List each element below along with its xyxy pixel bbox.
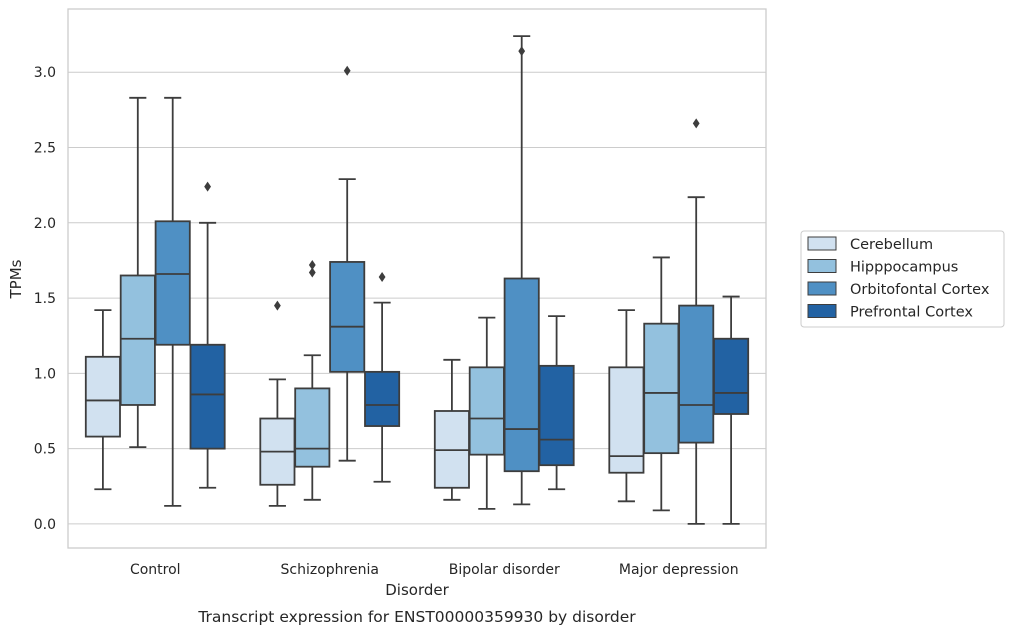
box-body bbox=[294, 387, 331, 468]
legend-item: Prefrontal Cortex bbox=[807, 304, 973, 321]
x-axis-ticks: Control Schizophrenia Bipolar disorder Majo… bbox=[130, 562, 739, 578]
box-body bbox=[503, 277, 540, 473]
y-axis-ticks: 0.0 0.5 1.0 1.5 2.0 2.5 3.0 bbox=[34, 65, 56, 533]
y-tick-label: 0.0 bbox=[34, 517, 56, 533]
box-1-1 bbox=[294, 259, 331, 501]
box-body bbox=[119, 274, 156, 406]
box-3-1 bbox=[643, 256, 680, 512]
box-body bbox=[364, 370, 401, 427]
box-body bbox=[154, 220, 191, 346]
box-3-0 bbox=[608, 309, 645, 503]
box-body bbox=[84, 355, 121, 438]
legend-swatch bbox=[807, 236, 837, 251]
legend-item: Orbitofontal Cortex bbox=[807, 281, 990, 298]
box-body bbox=[468, 366, 505, 456]
box-body bbox=[643, 322, 680, 455]
box-0-3 bbox=[189, 181, 226, 489]
outlier-point bbox=[518, 46, 526, 57]
box-body bbox=[329, 261, 366, 373]
legend-item: Cerebellum bbox=[807, 236, 933, 253]
y-tick-label: 2.0 bbox=[34, 216, 56, 232]
figure-caption: Transcript expression for ENST0000035993… bbox=[197, 608, 636, 626]
outlier-point bbox=[343, 65, 351, 76]
outlier-point bbox=[378, 271, 386, 282]
legend-frame bbox=[800, 230, 1005, 328]
box-2-3 bbox=[538, 315, 575, 491]
legend-label: Orbitofontal Cortex bbox=[850, 282, 990, 298]
legend-label: Cerebellum bbox=[850, 237, 933, 253]
box-2-1 bbox=[468, 316, 505, 510]
box-0-2 bbox=[154, 96, 191, 507]
y-axis-label: TPMs bbox=[7, 259, 25, 299]
y-tick-label: 1.5 bbox=[34, 291, 56, 307]
x-tick-label: Bipolar disorder bbox=[449, 562, 560, 578]
legend-swatch bbox=[807, 281, 837, 296]
plot-border bbox=[67, 8, 767, 549]
box-1-0 bbox=[259, 300, 296, 507]
legend-item: Hipppocampus bbox=[807, 259, 958, 276]
box-2-0 bbox=[433, 358, 470, 501]
y-tick-label: 0.5 bbox=[34, 442, 56, 458]
box-2-2 bbox=[503, 35, 540, 506]
outlier-point bbox=[204, 181, 211, 192]
y-tick-label: 3.0 bbox=[34, 65, 56, 81]
y-tick-label: 1.0 bbox=[34, 366, 56, 382]
box-body bbox=[538, 364, 575, 467]
box-0-1 bbox=[119, 96, 156, 449]
x-tick-label: Schizophrenia bbox=[281, 562, 379, 578]
outlier-point bbox=[308, 267, 316, 278]
legend-label: Hipppocampus bbox=[850, 260, 958, 276]
legend: Cerebellum Hipppocampus Orbitofontal Corte… bbox=[800, 230, 1005, 328]
outlier-point bbox=[692, 118, 700, 129]
box-3-2 bbox=[678, 118, 715, 525]
x-tick-label: Major depression bbox=[619, 562, 739, 578]
outlier-point bbox=[274, 300, 281, 311]
box-groups bbox=[84, 35, 750, 525]
legend-label: Prefrontal Cortex bbox=[850, 305, 973, 321]
box-3-3 bbox=[713, 295, 750, 525]
box-body bbox=[189, 343, 226, 450]
y-tick-label: 2.5 bbox=[34, 141, 56, 157]
box-1-2 bbox=[329, 65, 366, 462]
box-body bbox=[678, 304, 715, 444]
x-tick-label: Control bbox=[130, 562, 181, 578]
box-body bbox=[608, 366, 645, 474]
box-1-3 bbox=[364, 271, 401, 483]
plot-frame bbox=[67, 8, 767, 549]
x-axis-label: Disorder bbox=[385, 581, 449, 599]
legend-swatch bbox=[807, 304, 837, 318]
box-0-0 bbox=[84, 309, 121, 491]
legend-swatch bbox=[807, 259, 837, 273]
outlier-point bbox=[308, 259, 316, 270]
box-body bbox=[713, 337, 750, 415]
